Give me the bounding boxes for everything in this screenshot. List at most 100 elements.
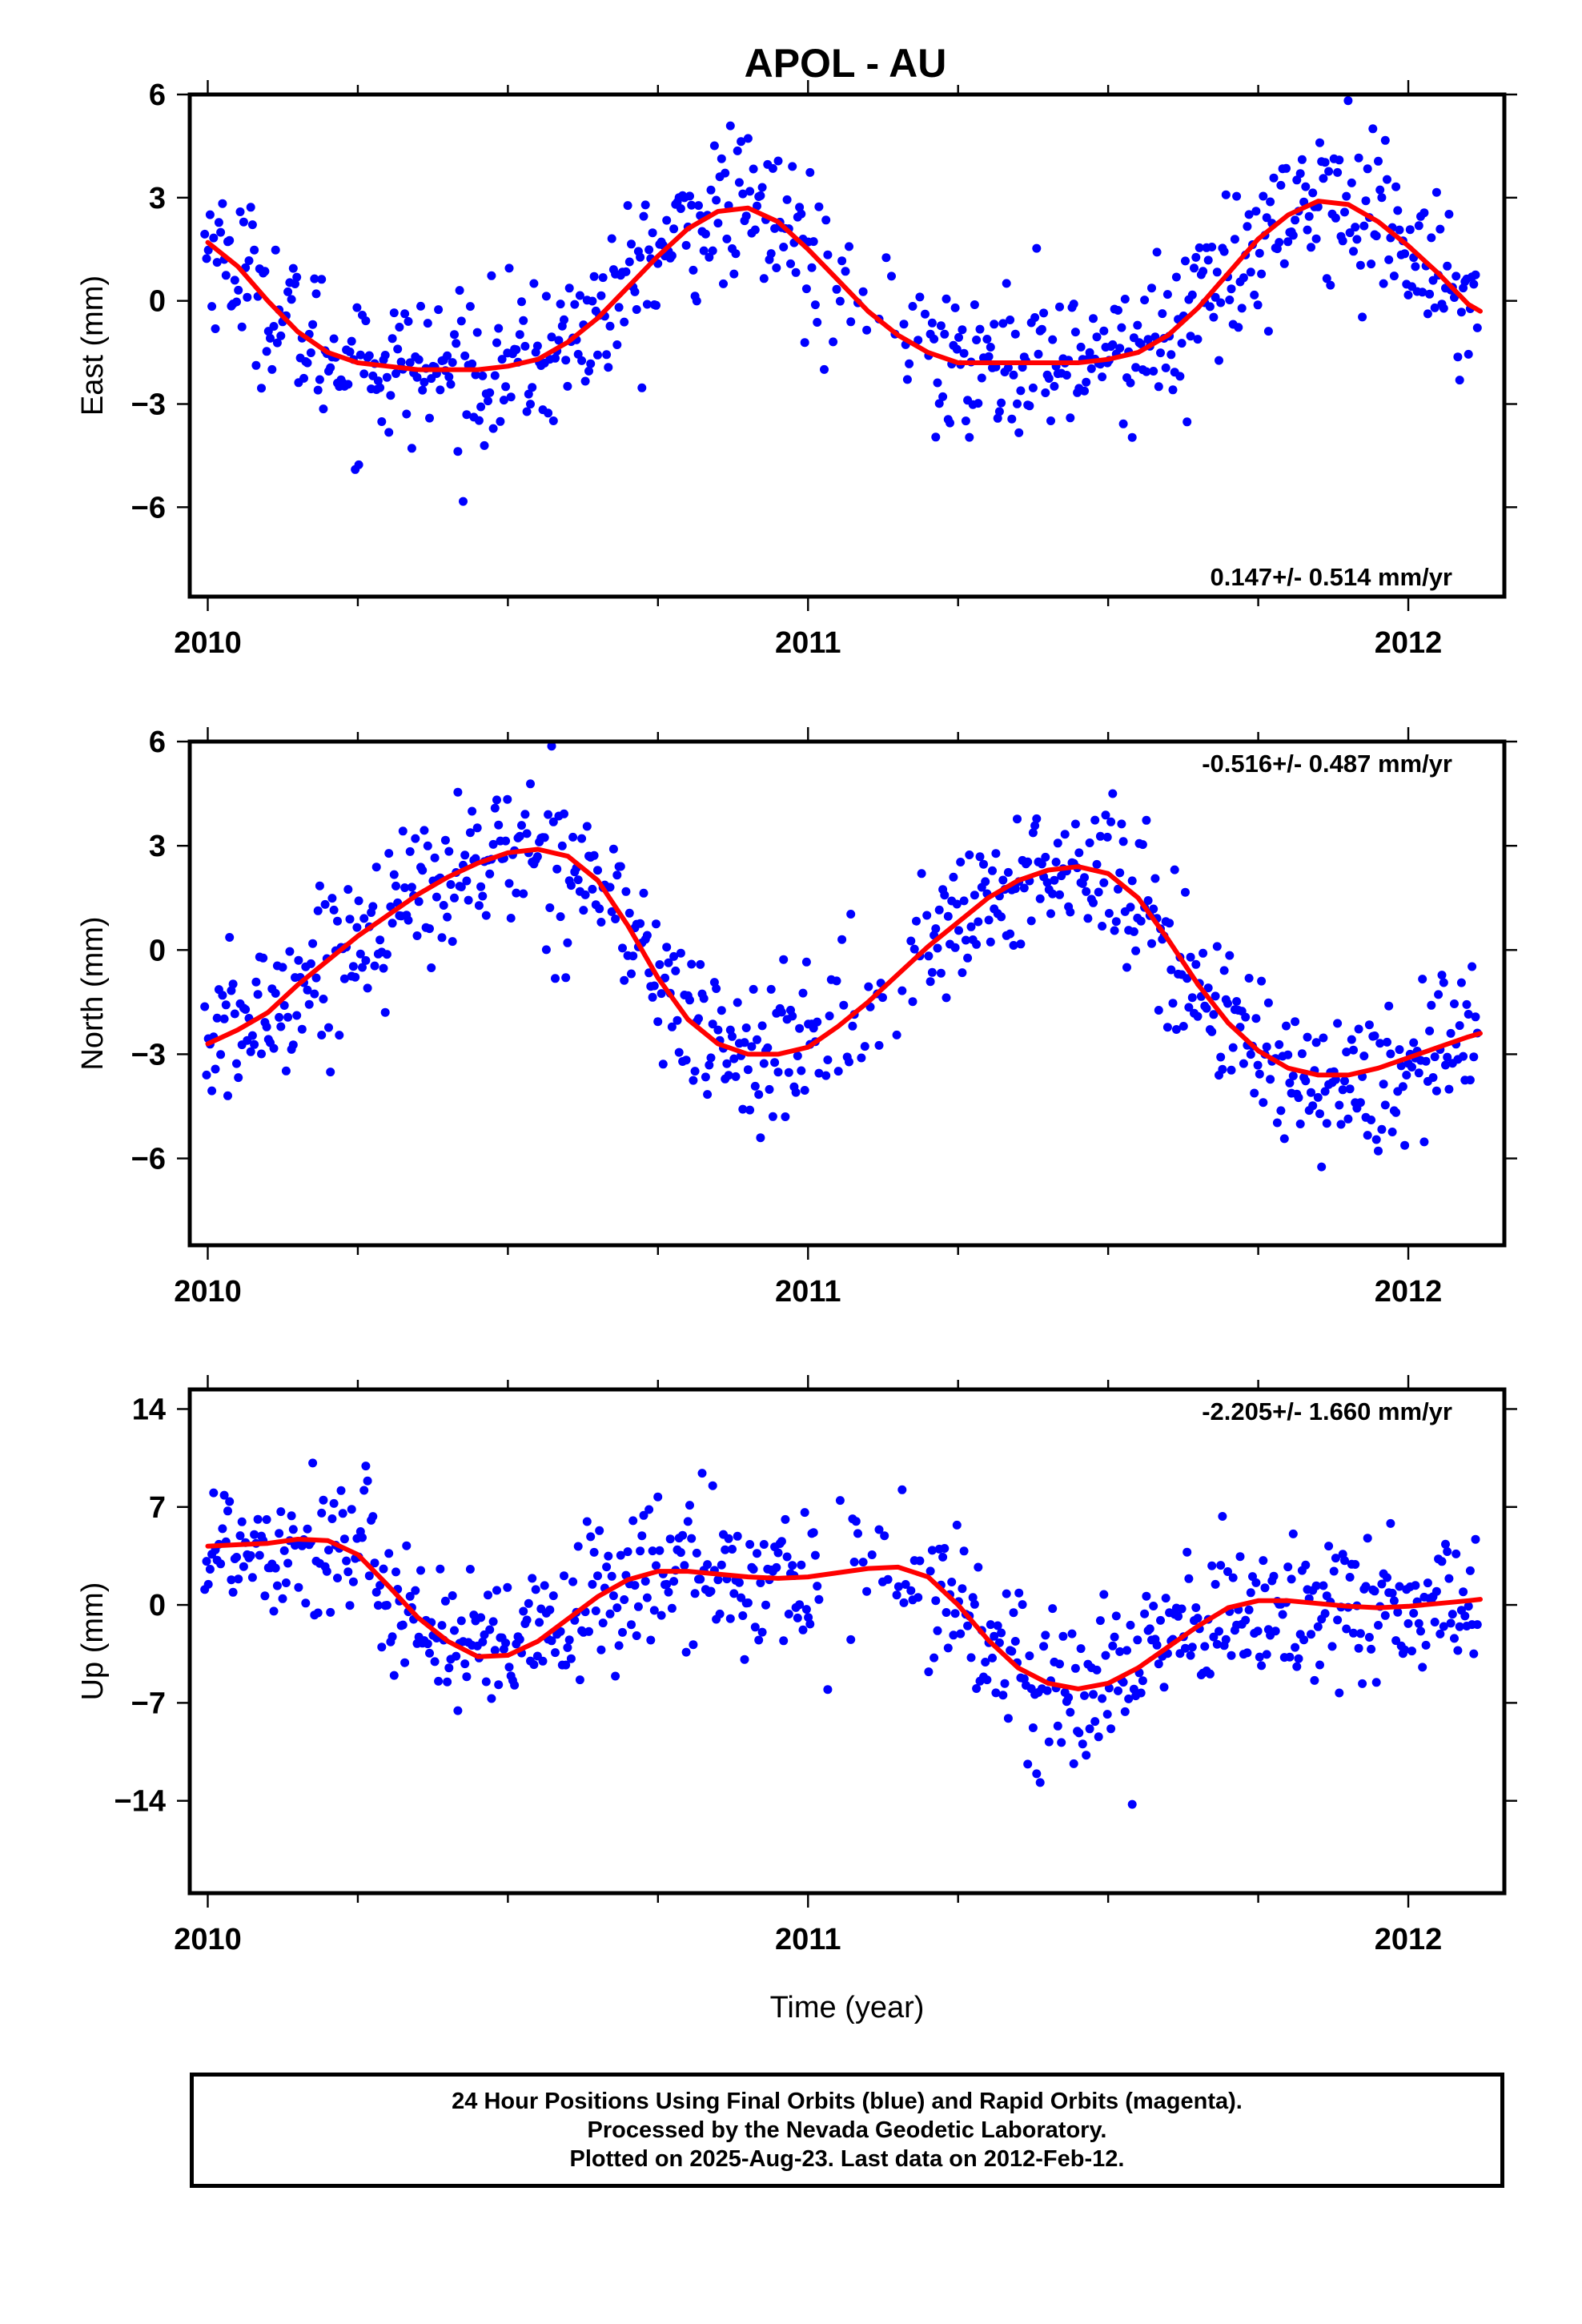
north-data-point	[1288, 1072, 1298, 1080]
north-data-point	[400, 883, 410, 892]
east-data-point	[598, 273, 608, 283]
north-data-point	[909, 944, 919, 954]
up-data-point	[1161, 1594, 1170, 1603]
north-data-point	[833, 1067, 843, 1076]
east-data-point	[706, 185, 716, 195]
north-data-point	[1042, 878, 1052, 887]
chart-title: APOL - AU	[745, 41, 947, 86]
up-data-point	[1299, 1635, 1309, 1645]
east-data-point	[1152, 247, 1162, 257]
east-data-point	[768, 163, 777, 173]
north-data-point	[636, 919, 645, 928]
up-data-point	[492, 1586, 501, 1595]
north-data-point	[1122, 963, 1131, 972]
up-data-point	[1414, 1618, 1423, 1628]
north-data-point	[589, 850, 599, 860]
north-data-point	[440, 835, 450, 845]
north-data-point	[308, 939, 318, 948]
east-data-point	[738, 189, 748, 199]
north-data-point	[1129, 927, 1138, 936]
north-data-point	[754, 1090, 764, 1100]
north-data-point	[1471, 1012, 1480, 1022]
east-data-point	[620, 317, 629, 327]
up-data-point	[1391, 1636, 1401, 1646]
north-data-point	[588, 884, 597, 894]
east-data-point	[384, 428, 394, 437]
up-data-point	[1460, 1611, 1470, 1621]
north-data-point	[1202, 1003, 1211, 1013]
up-data-point	[696, 1574, 705, 1584]
east-data-point	[743, 134, 753, 143]
up-data-point	[1127, 1799, 1137, 1809]
east-data-point	[797, 209, 806, 219]
east-data-point	[936, 321, 946, 331]
east-data-point	[450, 330, 459, 340]
up-data-point	[391, 1567, 400, 1577]
north-data-point	[580, 890, 590, 899]
east-data-point	[1251, 207, 1261, 216]
north-data-point	[1414, 1068, 1423, 1078]
up-data-point	[1251, 1578, 1261, 1587]
up-data-point	[773, 1548, 783, 1558]
up-data-point	[503, 1582, 512, 1592]
north-data-point	[404, 915, 413, 925]
east-data-point	[1193, 335, 1203, 344]
north-data-point	[423, 841, 432, 850]
up-data-point	[279, 1546, 289, 1555]
north-x-tick-label: 2011	[775, 1275, 841, 1309]
up-data-point	[1418, 1663, 1427, 1672]
east-data-point	[950, 303, 960, 312]
up-data-point	[986, 1620, 995, 1630]
north-data-point	[1138, 840, 1147, 850]
east-data-point	[1062, 371, 1071, 380]
up-data-point	[440, 1596, 450, 1606]
east-data-point	[1195, 243, 1204, 252]
north-data-point	[611, 915, 620, 923]
north-data-point	[1469, 1052, 1479, 1062]
east-data-point	[692, 296, 701, 306]
east-data-point	[1431, 187, 1441, 197]
north-y-tick-label: −6	[131, 1143, 166, 1176]
panel-east: −6 −3 0 3 6 2010 2011 2012 East (mm) 0.147+/- 0.5…	[76, 78, 1517, 660]
east-data-point	[986, 343, 995, 352]
up-data-point	[246, 1551, 255, 1560]
north-data-point	[1066, 907, 1075, 917]
up-data-point	[1311, 1581, 1321, 1590]
east-data-point	[494, 324, 504, 333]
north-data-point	[1355, 1098, 1365, 1108]
up-data-point	[522, 1615, 532, 1625]
east-data-point	[313, 385, 323, 395]
north-y-tick-label: 0	[149, 934, 166, 967]
north-data-point	[712, 984, 721, 993]
up-data-point	[823, 1685, 833, 1695]
up-data-point	[959, 1546, 969, 1556]
east-data-point	[612, 340, 622, 349]
north-data-point	[605, 883, 615, 892]
up-data-point	[1450, 1634, 1459, 1643]
up-data-point	[1446, 1618, 1456, 1628]
north-data-point	[765, 1084, 774, 1094]
east-data-point	[577, 356, 587, 365]
east-data-point	[1006, 316, 1015, 324]
up-data-point	[234, 1574, 243, 1584]
up-data-point	[612, 1603, 622, 1613]
north-data-point	[927, 967, 937, 977]
east-data-point	[269, 322, 279, 331]
east-data-point	[1384, 255, 1394, 264]
up-data-point	[1400, 1645, 1410, 1655]
east-data-point	[1199, 267, 1208, 276]
east-data-point	[1315, 138, 1324, 147]
north-data-point	[860, 1042, 869, 1051]
north-data-point	[1106, 817, 1116, 826]
east-data-point	[1276, 180, 1286, 190]
north-data-point	[1279, 1134, 1289, 1144]
east-data-point	[506, 392, 516, 402]
up-data-point	[1035, 1778, 1045, 1787]
north-data-point	[448, 937, 457, 947]
north-data-point	[1295, 1120, 1305, 1128]
east-data-point	[1140, 296, 1150, 305]
east-rate-label: 0.147+/- 0.514 mm/yr	[1211, 563, 1452, 591]
up-data-point	[1319, 1581, 1328, 1590]
east-data-point	[813, 318, 822, 327]
